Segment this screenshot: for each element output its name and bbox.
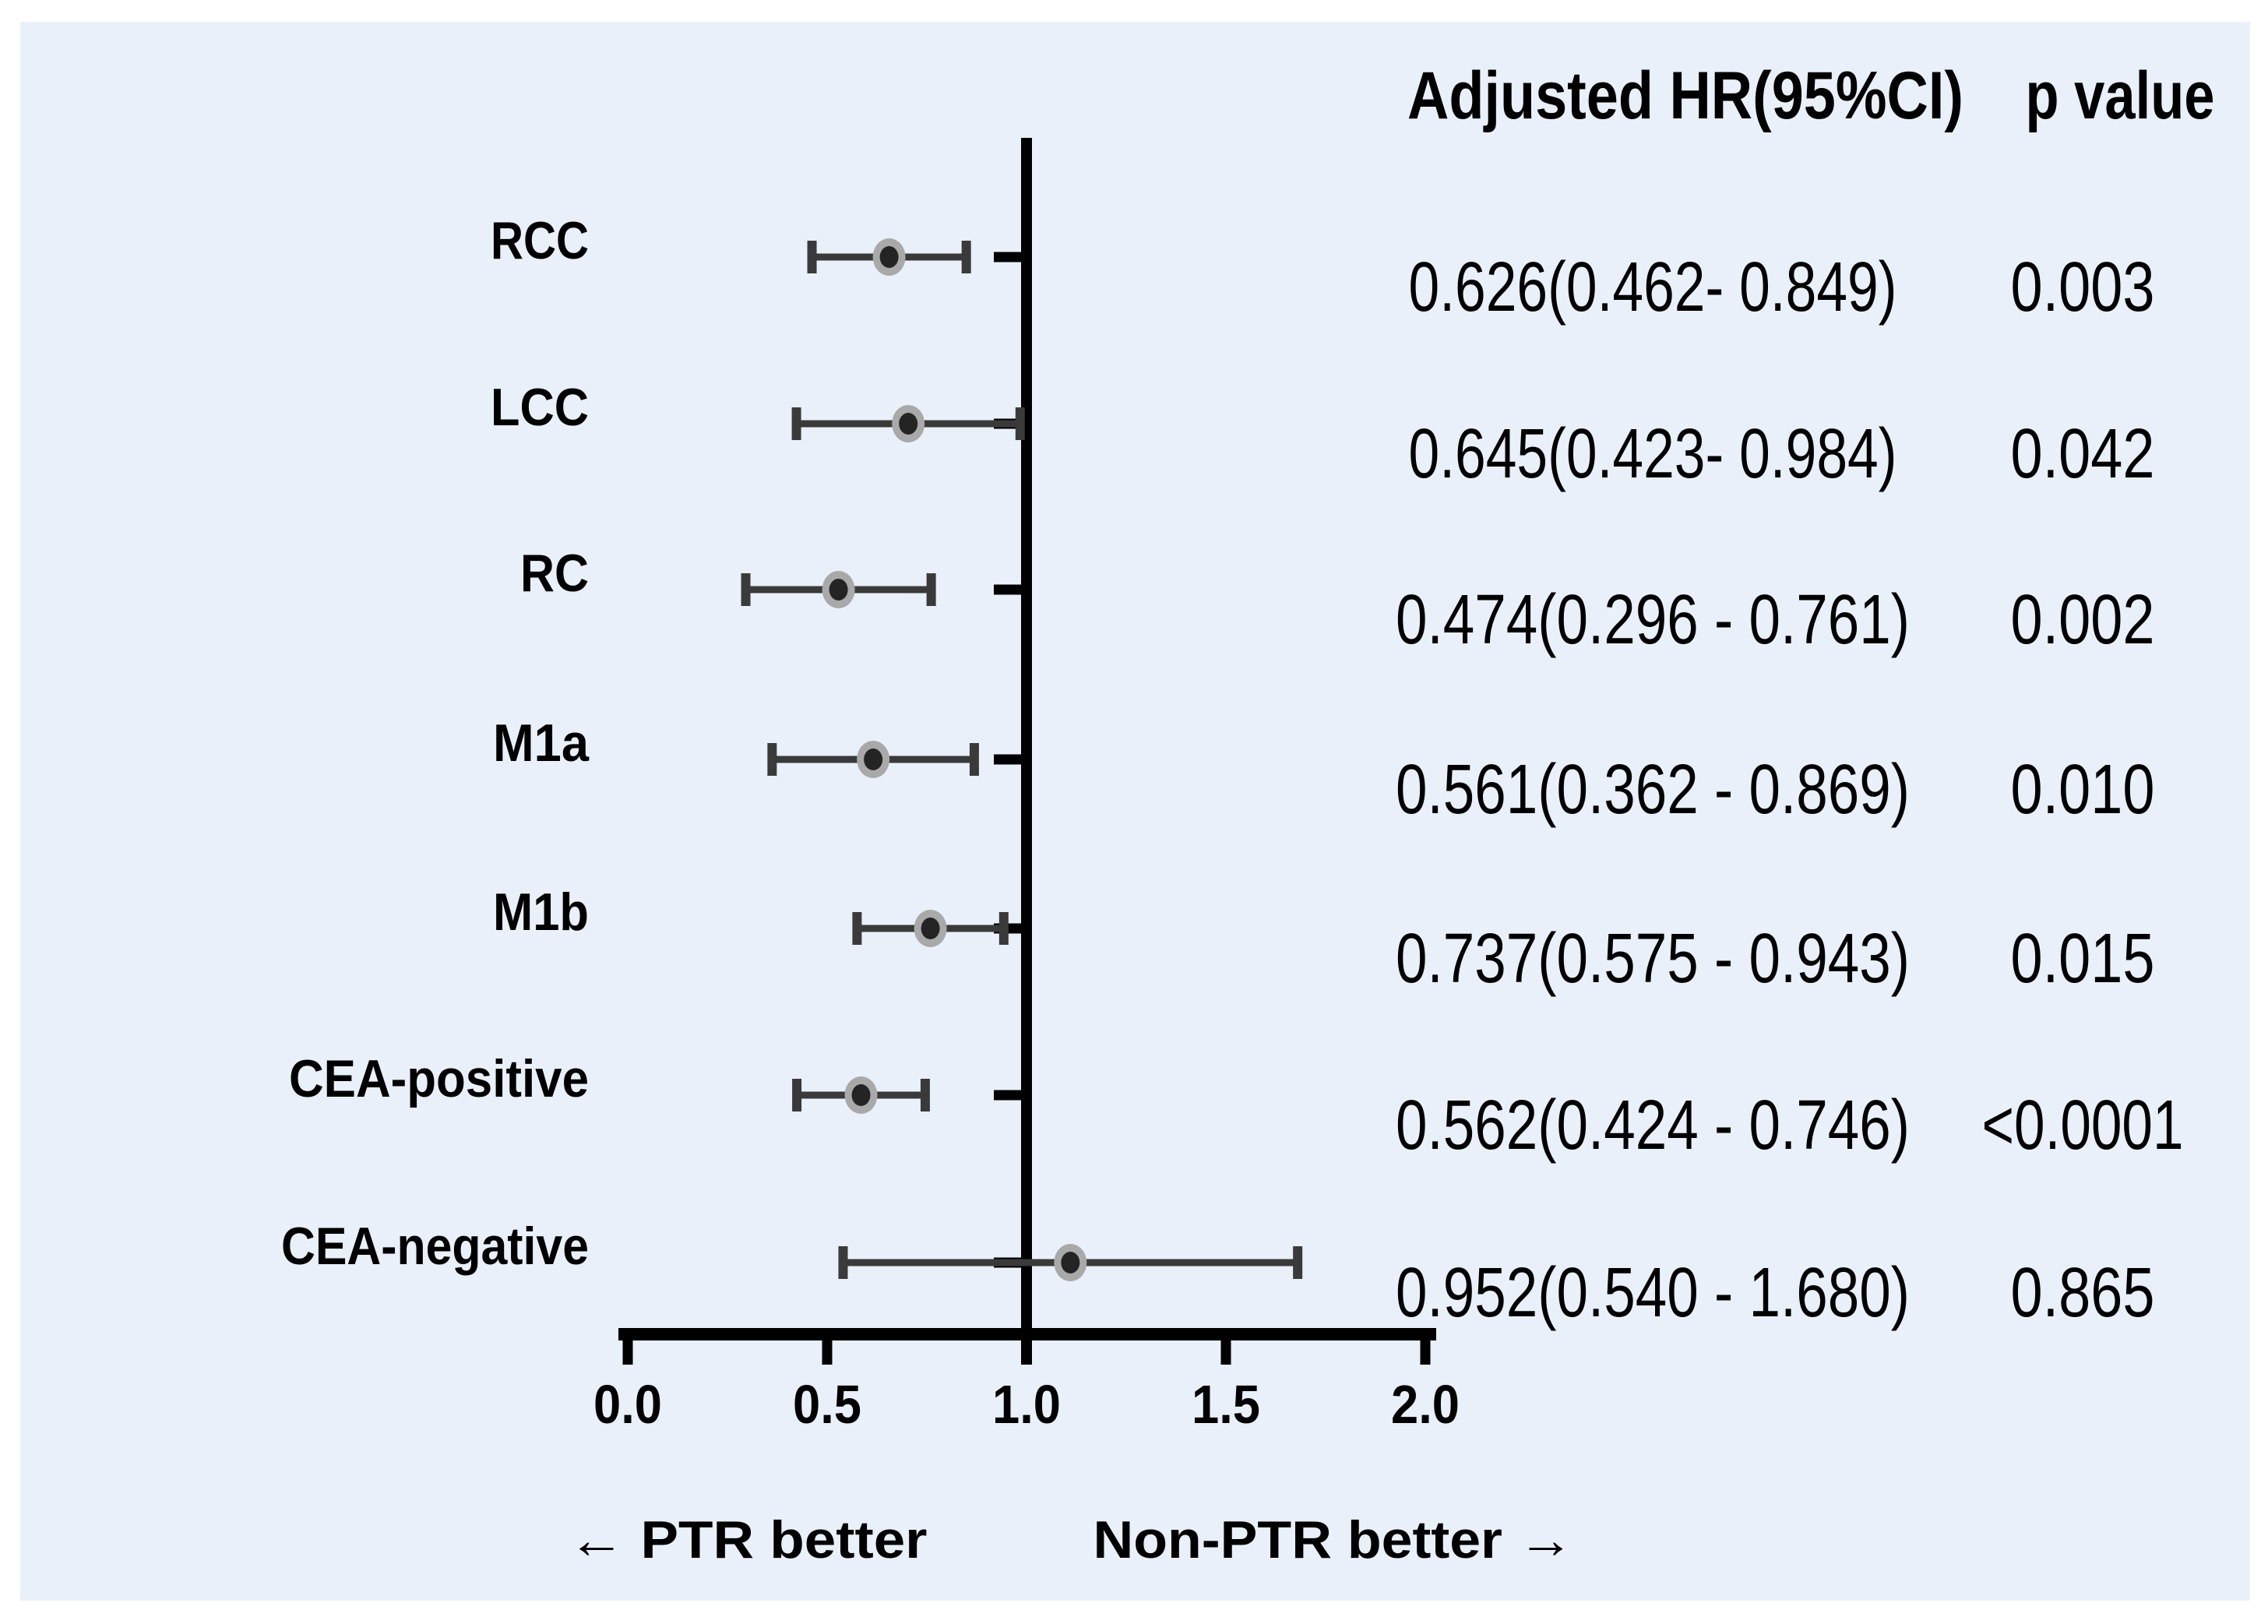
row-label: M1a — [493, 713, 590, 773]
point-marker — [879, 246, 899, 268]
hr-ci-value: 0.737(0.575 - 0.943) — [1396, 920, 1910, 998]
forest-row: M1a 0.561(0.362 - 0.869) 0.010 — [493, 713, 2155, 829]
forest-row: RC 0.474(0.296 - 0.761) 0.002 — [520, 544, 2155, 659]
forest-row: RCC 0.626(0.462- 0.849) 0.003 — [491, 211, 2155, 326]
hr-ci-value: 0.562(0.424 - 0.746) — [1396, 1087, 1910, 1164]
ci-cap-high — [998, 912, 1009, 945]
p-value: 0.015 — [2011, 920, 2155, 998]
row-label: LCC — [491, 378, 589, 437]
ci-cap-high — [926, 573, 936, 606]
ci-cap-low — [791, 407, 801, 440]
column-header-hr: Adjusted HR(95%CI) — [1407, 58, 1963, 133]
row-label: CEA-negative — [281, 1217, 589, 1276]
forest-row: CEA-negative 0.952(0.540 - 1.680) 0.865 — [281, 1217, 2155, 1332]
point-marker — [864, 749, 883, 770]
ci-cap-low — [792, 1079, 802, 1111]
column-header-pvalue: p value — [2026, 58, 2215, 133]
row-label: CEA-positive — [289, 1049, 589, 1108]
ci-cap-high — [1015, 407, 1025, 440]
x-axis-tick-label: 2.0 — [1391, 1374, 1460, 1435]
row-label: RCC — [491, 211, 589, 270]
point-marker — [1061, 1252, 1080, 1273]
ci-cap-low — [807, 241, 817, 273]
ci-cap-low — [852, 912, 862, 945]
hr-ci-value: 0.645(0.423- 0.984) — [1409, 415, 1897, 493]
x-axis-tick-label: 0.0 — [593, 1374, 662, 1435]
hr-ci-value: 0.626(0.462- 0.849) — [1409, 248, 1897, 326]
ci-cap-high — [1293, 1246, 1303, 1279]
point-marker — [899, 413, 918, 435]
footer-ptr-better-label: ← PTR better — [569, 1510, 928, 1569]
footer-nonptr-better-label: Non-PTR better → — [1094, 1510, 1574, 1569]
ci-cap-high — [969, 743, 979, 776]
ci-cap-high — [920, 1079, 930, 1111]
row-label: RC — [520, 544, 589, 603]
p-value: <0.0001 — [1982, 1087, 2184, 1164]
hr-ci-value: 0.474(0.296 - 0.761) — [1396, 581, 1910, 659]
row-label: M1b — [493, 882, 589, 942]
p-value: 0.865 — [2011, 1254, 2155, 1332]
x-axis-ticks: 0.0 0.5 1.0 1.5 2.0 — [593, 1334, 1460, 1435]
forest-row: M1b 0.737(0.575 - 0.943) 0.015 — [493, 882, 2155, 998]
ci-cap-low — [741, 573, 751, 606]
plot-panel — [20, 22, 2250, 1601]
p-value: 0.042 — [2011, 415, 2155, 493]
point-marker — [921, 918, 940, 939]
forest-rows: RCC 0.626(0.462- 0.849) 0.003 LCC 0.645(0.42… — [281, 211, 2184, 1332]
x-axis-tick-label: 1.0 — [992, 1374, 1061, 1435]
p-value: 0.003 — [2011, 248, 2155, 326]
hr-ci-value: 0.561(0.362 - 0.869) — [1396, 751, 1910, 829]
ci-cap-high — [961, 241, 971, 273]
ci-cap-low — [838, 1246, 848, 1279]
x-axis-tick-label: 1.5 — [1192, 1374, 1260, 1435]
point-marker — [829, 579, 848, 601]
hr-ci-value: 0.952(0.540 - 1.680) — [1396, 1254, 1910, 1332]
p-value: 0.010 — [2011, 751, 2155, 829]
ci-cap-low — [767, 743, 777, 776]
forest-row: CEA-positive 0.562(0.424 - 0.746) <0.0001 — [289, 1049, 2184, 1164]
p-value: 0.002 — [2011, 581, 2155, 659]
point-marker — [851, 1084, 871, 1106]
forest-row: LCC 0.645(0.423- 0.984) 0.042 — [491, 378, 2155, 493]
x-axis-tick-label: 0.5 — [793, 1374, 861, 1435]
